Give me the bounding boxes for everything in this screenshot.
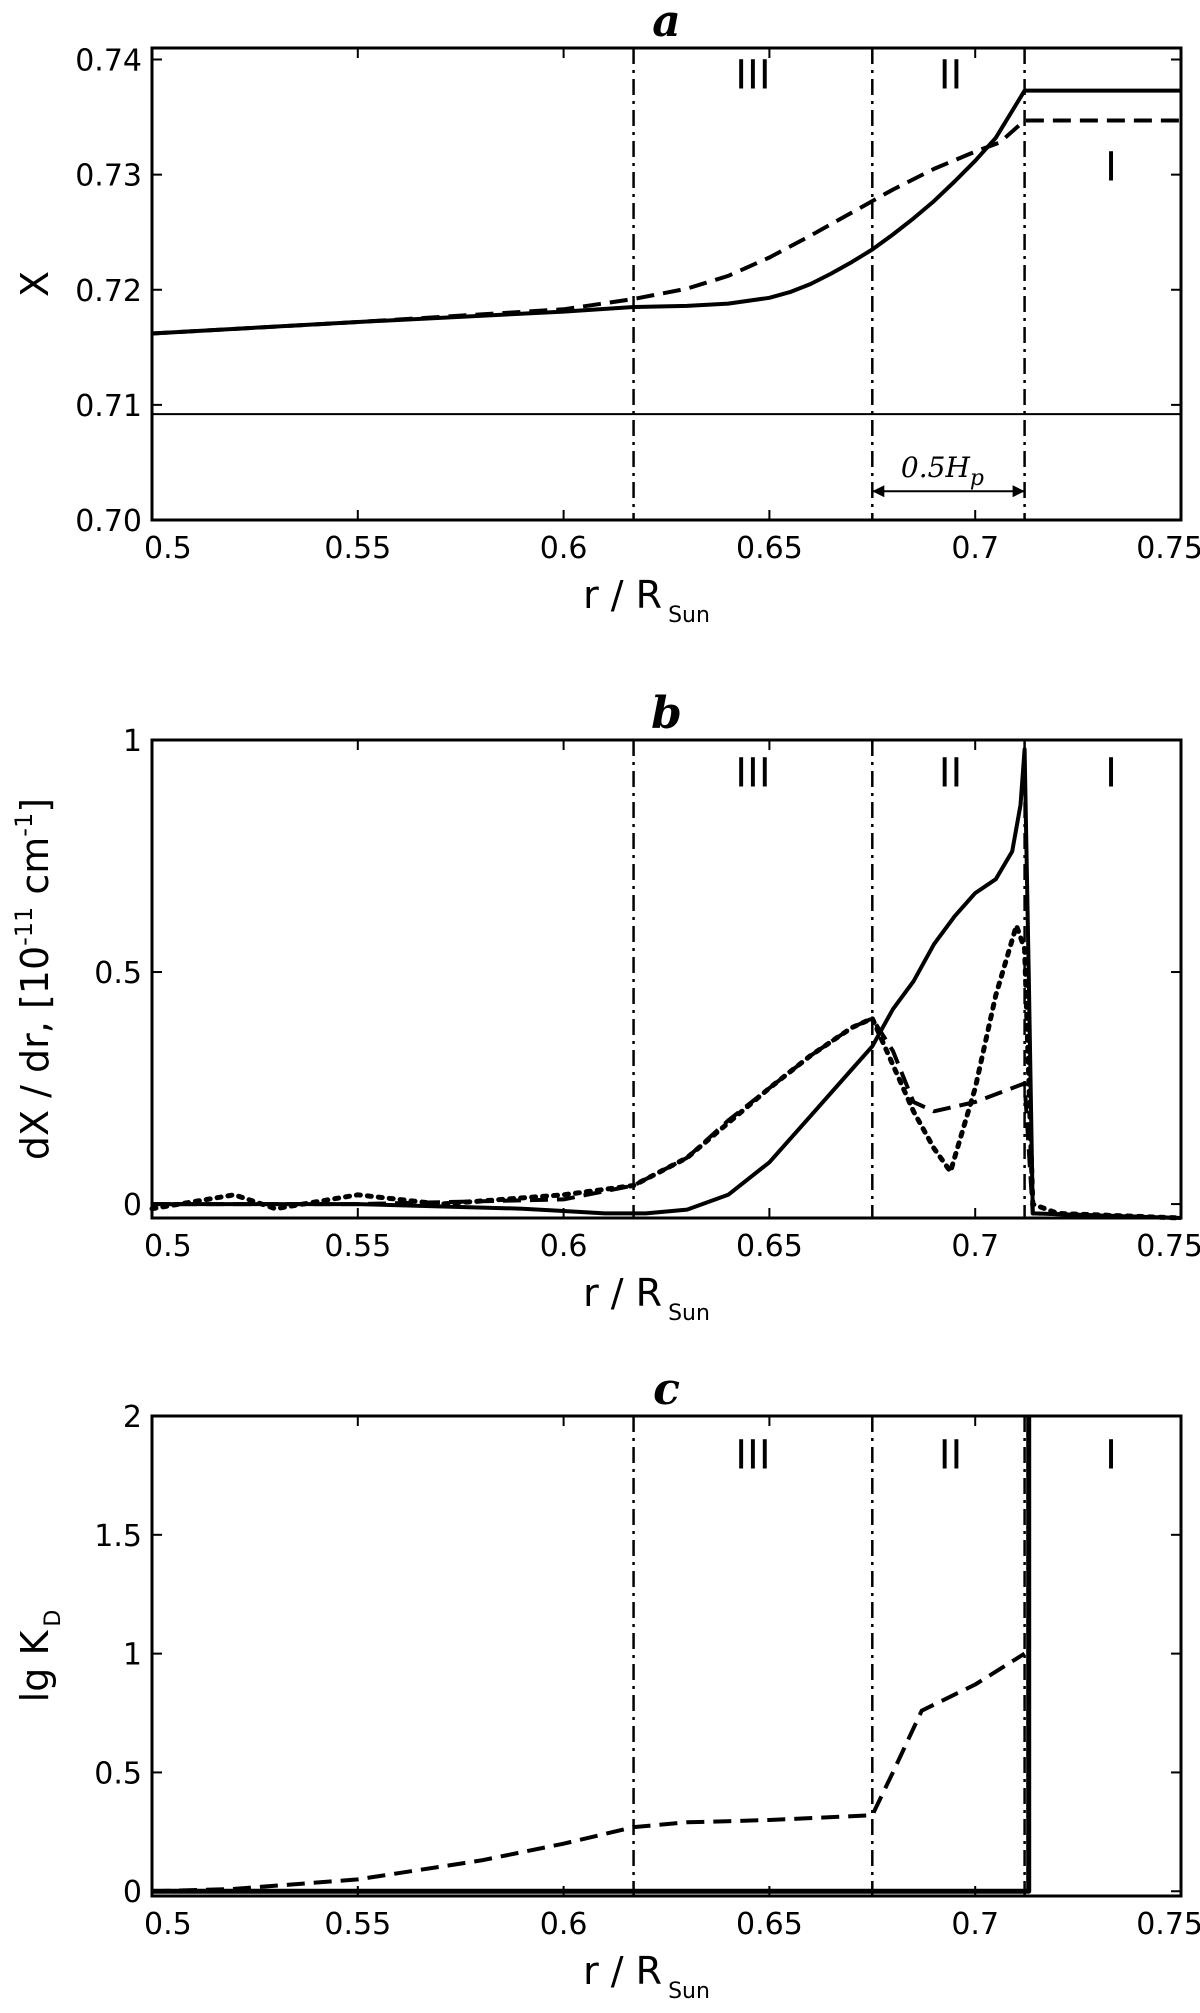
y-tick-label: 0 [123, 1875, 142, 1910]
x-tick-label: 0.75 [1136, 531, 1200, 566]
y-axis-label: lg KD [13, 1610, 66, 1703]
x-tick-label: 0.6 [540, 1907, 588, 1942]
x-tick-label: 0.5 [144, 531, 192, 566]
x-tick-label: 0.65 [736, 1907, 803, 1942]
panel-title: a [652, 0, 681, 47]
x-tick-label: 0.75 [1136, 1229, 1200, 1264]
x-tick-label: 0.55 [324, 531, 391, 566]
x-tick-label: 0.5 [144, 1907, 192, 1942]
annotation-arrowhead [872, 485, 885, 498]
series-line-dotted [149, 923, 1184, 1221]
y-tick-label: 0.70 [75, 504, 142, 539]
y-tick-label: 0.72 [75, 274, 142, 309]
x-tick-label: 0.7 [951, 531, 999, 566]
region-label: III [735, 1432, 770, 1478]
y-tick-label: 0 [123, 1188, 142, 1223]
y-tick-label: 0.73 [75, 159, 142, 194]
y-tick-label: 1 [123, 1638, 142, 1673]
x-tick-label: 0.75 [1136, 1907, 1200, 1942]
region-label: II [939, 750, 963, 796]
region-label: I [1105, 750, 1117, 796]
y-tick-label: 1 [123, 724, 142, 759]
region-label: I [1105, 1432, 1117, 1478]
series-line-dashed [151, 1651, 1026, 1894]
x-axis-label: r / R Sun [583, 1949, 710, 2004]
y-axis-label: dX / dr, [10-11 cm-1] [10, 798, 57, 1160]
y-axis-label: X [13, 271, 57, 297]
region-label: I [1105, 144, 1117, 190]
y-tick-label: 0.71 [75, 389, 142, 424]
region-label: III [735, 750, 770, 796]
x-tick-label: 0.6 [540, 531, 588, 566]
plot-frame [150, 1414, 1183, 1898]
x-tick-label: 0.7 [951, 1229, 999, 1264]
x-tick-label: 0.6 [540, 1229, 588, 1264]
series-line-solid [152, 747, 1182, 1220]
region-label: II [939, 52, 963, 98]
y-tick-label: 2 [123, 1400, 142, 1435]
annotation-arrowhead [1012, 485, 1025, 498]
series-line-solid [151, 88, 1181, 336]
panel-title: c [653, 1364, 680, 1415]
x-tick-label: 0.5 [144, 1229, 192, 1264]
region-label: III [735, 52, 770, 98]
series-line-solid [152, 1416, 1032, 1894]
y-tick-label: 0.5 [94, 956, 142, 991]
panel-title: b [651, 688, 682, 739]
annotation-label: 0.5Hp [901, 451, 984, 491]
x-tick-label: 0.65 [736, 1229, 803, 1264]
y-tick-label: 0.74 [75, 44, 142, 79]
y-tick-label: 1.5 [94, 1519, 142, 1554]
x-tick-label: 0.55 [324, 1229, 391, 1264]
x-axis-label: r / R Sun [583, 1271, 710, 1326]
region-label: II [939, 1432, 963, 1478]
plot-frame [150, 46, 1183, 522]
y-tick-label: 0.5 [94, 1756, 142, 1791]
series-line-dashed [151, 118, 1181, 336]
x-tick-label: 0.7 [951, 1907, 999, 1942]
plot-frame [150, 738, 1183, 1220]
x-axis-label: r / R Sun [583, 573, 710, 628]
x-tick-label: 0.55 [324, 1907, 391, 1942]
x-tick-label: 0.65 [736, 531, 803, 566]
